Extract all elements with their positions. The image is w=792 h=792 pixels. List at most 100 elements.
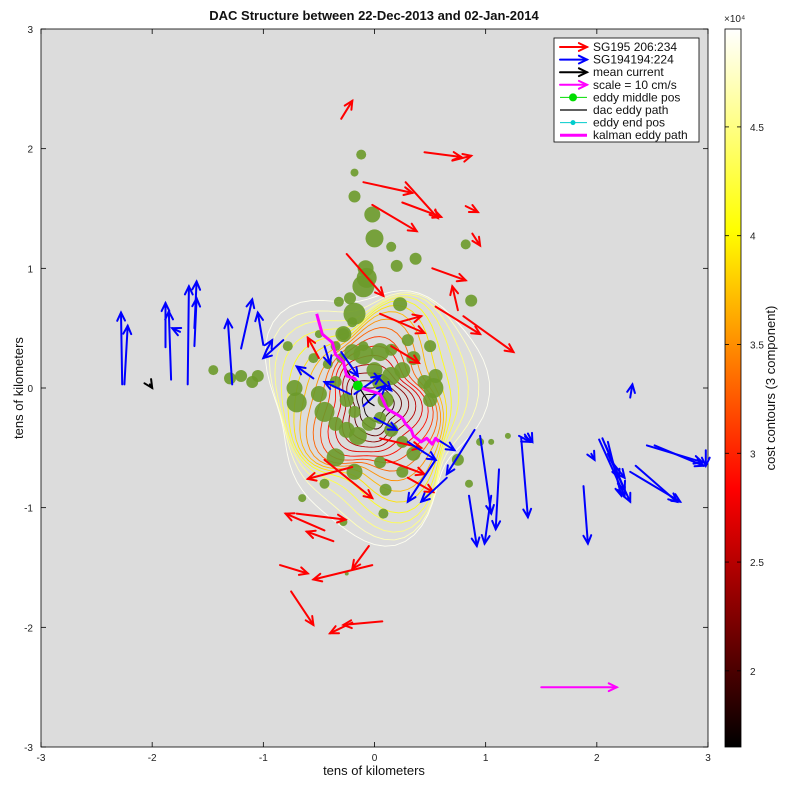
sg194194-224-arrow <box>353 374 382 395</box>
bubble-marker <box>356 149 367 160</box>
legend-label: kalman eddy path <box>593 128 688 142</box>
sg194194-224-arrow <box>340 351 360 378</box>
bubble-marker <box>308 353 319 364</box>
sg195-206-234-arrow <box>406 476 436 494</box>
x-tick-label: 2 <box>594 753 600 764</box>
bubble-marker <box>350 168 359 177</box>
legend-arrow-swatch <box>559 42 590 52</box>
bubble-marker <box>371 343 390 362</box>
bubble-marker <box>352 275 375 298</box>
sg195-206-234-arrow <box>350 545 370 571</box>
sg194194-224-arrow <box>586 449 596 462</box>
sg194194-224-arrow <box>223 317 234 386</box>
legend-entry: eddy middle pos <box>560 90 680 104</box>
y-axis-label: tens of kilometers <box>11 337 26 439</box>
x-tick-label: -3 <box>37 753 46 764</box>
legend-entry: scale = 10 cm/s <box>559 78 677 92</box>
sg195-206-234-arrow <box>305 466 354 482</box>
sg194194-224-arrow <box>419 476 448 504</box>
bubble-marker <box>361 416 376 431</box>
sg194194-224-arrow <box>520 437 533 520</box>
bubble-marker <box>326 448 345 467</box>
legend-label: mean current <box>593 65 664 79</box>
bubble-marker <box>364 206 381 223</box>
sg194194-224-arrow <box>240 297 256 350</box>
sg194194-224-arrow <box>122 323 133 386</box>
bubble-marker <box>504 432 511 439</box>
legend-entry: eddy end pos <box>560 116 665 130</box>
sg194194-224-arrow <box>629 470 683 503</box>
sg194194-224-arrow <box>170 327 183 337</box>
sg194194-224-arrow <box>479 434 495 516</box>
colorbar-exponent: ×10⁴ <box>724 14 745 25</box>
eddy-paths <box>315 313 441 446</box>
sg194194-224-arrow <box>468 494 481 549</box>
y-tick-label: 3 <box>27 25 33 36</box>
colorbar-gradient <box>724 28 742 748</box>
legend-dot-swatch <box>570 120 576 126</box>
mean-current-arrow <box>143 378 154 390</box>
bubble-marker <box>348 190 361 203</box>
sg194194-224-arrow <box>322 380 351 395</box>
legend-entry: SG194194:224 <box>559 53 674 67</box>
cost-contour-line <box>274 293 469 533</box>
bubble-marker <box>335 326 352 343</box>
sg194194-224-arrow <box>160 300 171 349</box>
bubble-marker <box>406 446 421 461</box>
bubble-marker <box>393 297 408 312</box>
colorbar-tick-label: 4.5 <box>750 123 764 134</box>
bubble-marker <box>246 376 259 388</box>
bubble-marker <box>286 380 303 396</box>
sg195-206-234-arrow <box>304 529 335 543</box>
sg195-206-234-arrow <box>390 345 421 365</box>
sg195-206-234-arrow <box>431 267 468 283</box>
bubble-marker <box>314 401 335 422</box>
kalman-eddy-path-line <box>315 313 441 446</box>
colorbar-tick-label: 2.5 <box>750 558 764 569</box>
sg194194-224-arrow <box>322 345 333 367</box>
bubble-marker <box>346 463 363 480</box>
sg195-206-234-arrow <box>451 153 474 163</box>
cost-contour-line <box>268 292 480 541</box>
bubble-marker <box>365 229 384 248</box>
bubble-marker <box>333 296 344 307</box>
bubble-marker <box>310 386 327 402</box>
sg195-206-234-arrow <box>471 232 482 248</box>
bubble-marker <box>394 362 411 379</box>
sg194194-224-arrow <box>116 310 126 386</box>
legend-dot-swatch <box>569 93 577 102</box>
bubble-marker <box>488 438 495 445</box>
bubble-marker <box>319 478 330 489</box>
sg195-206-234-arrow <box>384 458 427 477</box>
colorbar-label: cost contours (3 component) <box>763 306 778 471</box>
legend-entry: kalman eddy path <box>560 128 688 142</box>
cost-contour-line <box>327 345 429 457</box>
sg195-206-234-arrow <box>362 181 415 196</box>
sg195-206-234-arrow <box>311 564 374 583</box>
colorbar-tick-label: 2 <box>750 667 756 678</box>
bubble-marker <box>235 370 248 382</box>
sg195-206-234-arrow <box>283 512 326 532</box>
legend-entry: mean current <box>559 65 664 79</box>
sg194194-224-arrow <box>406 458 437 504</box>
sg195-206-234-arrow <box>434 305 483 336</box>
bubble-marker <box>224 372 236 385</box>
bubble-marker <box>328 416 343 431</box>
sg195-206-234-arrow <box>371 203 419 233</box>
sg195-206-234-arrow <box>449 284 459 312</box>
colorbar-tick-label: 4 <box>750 232 756 243</box>
bubble-marker <box>386 241 397 252</box>
bubble-marker <box>460 239 471 250</box>
legend-label: SG195 206:234 <box>593 40 677 54</box>
bubble-marker <box>282 341 293 352</box>
sg194194-224-arrow <box>582 485 593 546</box>
sg194194-224-arrow <box>362 384 388 407</box>
legend-label: dac eddy path <box>593 103 668 117</box>
sg194194-224-arrow <box>261 339 285 360</box>
chart-title: DAC Structure between 22-Dec-2013 and 02… <box>209 8 539 23</box>
legend-label: scale = 10 cm/s <box>593 78 677 92</box>
y-tick-label: -2 <box>24 623 33 634</box>
y-tick-label: 1 <box>27 264 33 275</box>
bubble-marker <box>366 362 383 379</box>
